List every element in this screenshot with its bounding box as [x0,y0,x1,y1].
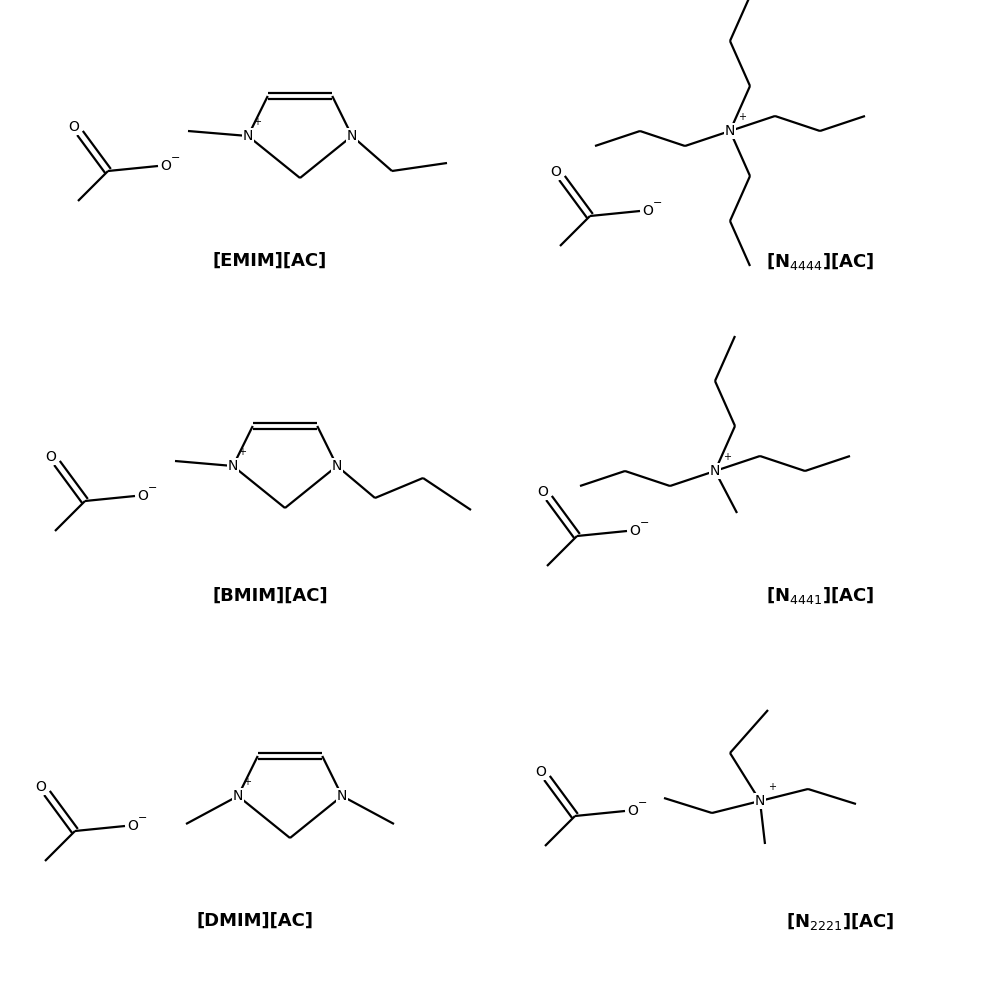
Text: O: O [538,485,548,499]
Text: −: − [171,153,181,163]
Text: [N$_{4444}$][AC]: [N$_{4444}$][AC] [766,251,874,272]
Text: +: + [738,112,746,122]
Text: O: O [128,819,138,833]
Text: [N$_{2221}$][AC]: [N$_{2221}$][AC] [786,911,894,932]
Text: −: − [640,518,650,528]
Text: O: O [69,120,79,134]
Text: +: + [768,782,776,792]
Text: N: N [243,129,253,143]
Text: O: O [630,524,640,538]
Text: [N$_{4441}$][AC]: [N$_{4441}$][AC] [766,586,874,606]
Text: O: O [643,204,653,218]
Text: −: − [148,483,158,493]
Text: N: N [755,794,765,808]
Text: O: O [551,165,561,179]
Text: [BMIM][AC]: [BMIM][AC] [212,587,328,605]
Text: +: + [253,117,261,127]
Text: O: O [161,159,171,173]
Text: −: − [638,798,648,808]
Text: N: N [337,789,347,803]
Text: O: O [46,450,56,464]
Text: N: N [233,789,243,803]
Text: N: N [228,459,238,473]
Text: [EMIM][AC]: [EMIM][AC] [213,252,327,270]
Text: O: O [536,765,546,779]
Text: N: N [725,124,735,138]
Text: −: − [138,813,148,823]
Text: N: N [332,459,342,473]
Text: −: − [653,198,663,208]
Text: N: N [710,464,720,478]
Text: N: N [347,129,357,143]
Text: +: + [243,777,251,787]
Text: O: O [36,780,46,794]
Text: [DMIM][AC]: [DMIM][AC] [196,912,314,930]
Text: +: + [238,447,246,457]
Text: O: O [138,489,148,503]
Text: O: O [628,804,638,818]
Text: +: + [723,452,731,462]
